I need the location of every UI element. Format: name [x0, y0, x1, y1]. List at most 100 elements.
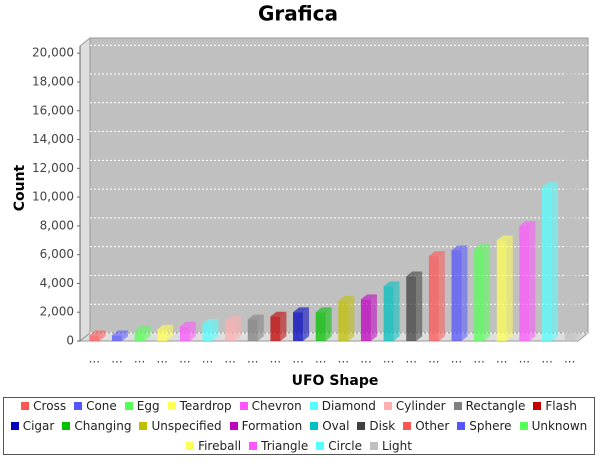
legend-label: Other — [415, 419, 450, 433]
bar — [406, 276, 417, 341]
legend-label: Cross — [33, 399, 67, 413]
legend-swatch — [310, 422, 319, 430]
x-tick-label: ... — [157, 352, 168, 366]
bar-top — [111, 330, 128, 336]
bar — [225, 320, 236, 341]
y-tick-label: 2,000 — [40, 305, 74, 319]
y-axis-label: Count — [12, 164, 28, 211]
bar — [428, 256, 439, 341]
legend-swatch — [229, 422, 238, 430]
legend-item: Circle — [316, 437, 362, 455]
x-tick-label: ... — [315, 352, 326, 366]
legend-item: Diamond — [309, 397, 376, 415]
legend-swatch — [249, 442, 258, 450]
y-tick-label: 14,000 — [32, 132, 74, 146]
legend-swatch — [21, 402, 30, 410]
x-tick-label: ... — [360, 352, 371, 366]
legend-swatch — [519, 422, 528, 430]
legend-label: Triangle — [261, 439, 309, 453]
y-tick-label: 6,000 — [40, 247, 74, 261]
bar — [89, 335, 100, 341]
legend-item: Sphere — [457, 417, 512, 435]
legend-item: Teardrop — [167, 397, 232, 415]
bar-top — [564, 52, 581, 58]
bar-side — [189, 321, 196, 341]
legend-label: Changing — [74, 419, 132, 433]
bar — [202, 323, 213, 341]
x-tick-label: ... — [111, 352, 122, 366]
y-tick-label: 4,000 — [40, 276, 74, 290]
y-tick-label: 10,000 — [32, 190, 74, 204]
legend-label: Cylinder — [395, 399, 446, 413]
x-tick-label: ... — [519, 352, 530, 366]
legend-label: Chevron — [251, 399, 302, 413]
legend-item: Unspecified — [139, 417, 222, 435]
bar-top — [360, 294, 377, 300]
legend-item: Chevron — [239, 397, 302, 415]
legend-swatch — [186, 442, 195, 450]
x-tick-label: ... — [383, 352, 394, 366]
legend-item: Unknown — [519, 417, 587, 435]
x-tick-label: ... — [202, 352, 213, 366]
legend-swatch — [383, 402, 392, 410]
legend-item: Other — [403, 417, 449, 435]
y-tick-label: 20,000 — [32, 46, 74, 60]
chart-title: Grafica — [258, 2, 338, 26]
bar-top — [383, 281, 400, 287]
bar-top — [202, 318, 219, 324]
bar-top — [451, 245, 468, 251]
bar-top — [542, 182, 559, 188]
legend-label: Flash — [545, 399, 577, 413]
x-tick-label: ... — [564, 352, 575, 366]
legend-label: Diamond — [321, 399, 376, 413]
bar-side — [99, 330, 106, 341]
legend-item: Egg — [124, 397, 160, 415]
bar — [474, 248, 485, 341]
bar-side — [121, 330, 128, 341]
bar-side — [484, 244, 491, 341]
bar-side — [506, 235, 513, 341]
legend-label: Oval — [322, 419, 350, 433]
left-wall — [79, 36, 91, 343]
bar-side — [529, 221, 536, 341]
legend-item: Flash — [533, 397, 577, 415]
bar-side — [348, 295, 355, 341]
bar-side — [144, 326, 151, 341]
bar — [360, 299, 371, 341]
x-tick-label: ... — [451, 352, 462, 366]
bar-side — [574, 52, 581, 342]
bar — [383, 286, 394, 341]
legend-swatch — [316, 442, 325, 450]
legend-item: Triangle — [249, 437, 308, 455]
legend-swatch — [139, 422, 148, 430]
legend-swatch — [369, 442, 378, 450]
legend-swatch — [124, 402, 133, 410]
bar-top — [247, 314, 264, 320]
legend-label: Circle — [328, 439, 362, 453]
x-tick-label: ... — [338, 352, 349, 366]
x-tick-label: ... — [292, 352, 303, 366]
chart: Grafica Count UFO Shape 0 2,000 4,000 6,000… — [12, 2, 590, 389]
legend-swatch — [74, 402, 83, 410]
legend-swatch — [457, 422, 466, 430]
legend-swatch — [357, 422, 366, 430]
legend-label: Cone — [86, 399, 117, 413]
legend: Cross Cone Egg Teardrop Chevron Diamond Cylind… — [3, 397, 595, 455]
bar-top — [134, 326, 151, 331]
x-tick-label: ... — [473, 352, 484, 366]
x-tick-label: ... — [406, 352, 417, 366]
bar — [157, 329, 168, 341]
bar-side — [167, 324, 174, 341]
x-tick-label: ... — [89, 352, 100, 366]
bar-top — [225, 316, 242, 321]
legend-label: Fireball — [198, 439, 242, 453]
legend-item: Rectangle — [453, 397, 526, 415]
y-tick-label: 0 — [66, 334, 74, 348]
legend-item: Oval — [310, 417, 349, 435]
bar-top — [474, 244, 491, 249]
bar — [270, 316, 281, 341]
legend-label: Egg — [136, 399, 160, 413]
legend-item: Cone — [74, 397, 117, 415]
legend-label: Rectangle — [465, 399, 526, 413]
